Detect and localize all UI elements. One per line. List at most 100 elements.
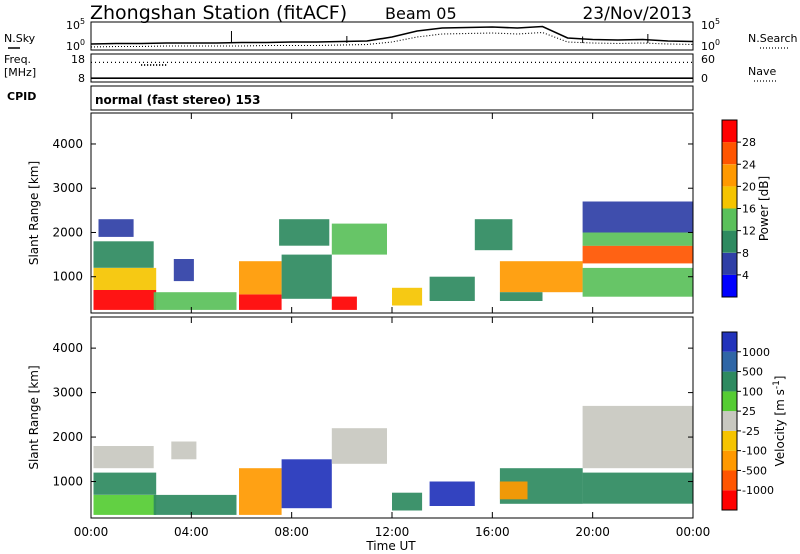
cpid-program: normal (fast stereo) 153 bbox=[95, 93, 261, 107]
noise-left-label: N.Sky bbox=[4, 32, 36, 45]
noise-left-tick-bottom: 100 bbox=[66, 38, 85, 53]
velocity-colorbar-swatch-1 bbox=[722, 490, 737, 510]
velocity-colorbar-label-5: -25 bbox=[742, 425, 760, 438]
power-scatter-region-21 bbox=[582, 201, 693, 233]
freq-right-tick-top: 60 bbox=[701, 53, 715, 66]
power-scatter-region-4 bbox=[98, 219, 134, 237]
freq-panel-frame bbox=[90, 53, 694, 83]
power-colorbar-swatch-6 bbox=[722, 164, 737, 187]
power-scatter-region-16 bbox=[499, 261, 583, 293]
power-scatter-region-6 bbox=[173, 259, 194, 282]
xtick-label-5: 16:00 bbox=[475, 525, 510, 539]
velocity-colorbar-swatch-8 bbox=[722, 351, 737, 372]
velocity-colorbar-swatch-9 bbox=[722, 332, 737, 352]
velocity-scatter-region-9 bbox=[392, 492, 423, 511]
xtick-label-4: 12:00 bbox=[375, 525, 410, 539]
velocity-scatter-region-3 bbox=[93, 446, 154, 469]
power-scatter-region-7 bbox=[239, 294, 282, 310]
velocity-colorbar-swatch-2 bbox=[722, 470, 737, 491]
xaxis-label: Time UT bbox=[365, 539, 416, 553]
power-scatter-region-3 bbox=[93, 241, 154, 268]
power-colorbar-label-3: 12 bbox=[742, 225, 756, 238]
power-scatter-region-14 bbox=[429, 276, 475, 301]
date-label: 23/Nov/2013 bbox=[582, 4, 692, 24]
nave-label: Nave bbox=[748, 65, 776, 78]
xtick-label-6: 20:00 bbox=[575, 525, 610, 539]
power-colorbar-label-6: 24 bbox=[742, 158, 756, 171]
xtick-label-7: 00:00 bbox=[676, 525, 711, 539]
velocity-colorbar-frame bbox=[721, 331, 738, 511]
velocity-scatter-region-1 bbox=[93, 494, 157, 515]
xtick-label-3: 08:00 bbox=[274, 525, 309, 539]
velocity-ytick-label-2: 2000 bbox=[52, 430, 83, 444]
power-scatter-region-11 bbox=[331, 296, 357, 310]
velocity-colorbar-label-8: -1000 bbox=[742, 484, 774, 497]
power-scatter-region-10 bbox=[279, 219, 330, 246]
power-colorbar-swatch-5 bbox=[722, 186, 737, 209]
velocity-colorbar-swatch-3 bbox=[722, 450, 737, 471]
noise-series-1 bbox=[90, 25, 694, 45]
power-colorbar-swatch-2 bbox=[722, 252, 737, 275]
velocity-scatter-region-6 bbox=[239, 468, 282, 515]
velocity-colorbar-label-6: -100 bbox=[742, 445, 767, 458]
cpid-panel-frame bbox=[90, 85, 694, 111]
power-ylabel: Slant Range [km] bbox=[27, 161, 41, 265]
velocity-scatter-region-8 bbox=[331, 428, 387, 464]
velocity-colorbar-swatch-6 bbox=[722, 391, 737, 412]
velocity-scatter-region-2 bbox=[93, 472, 157, 495]
velocity-scatter-region-5 bbox=[171, 441, 197, 460]
power-colorbar-label-4: 16 bbox=[742, 203, 756, 216]
velocity-scatter-region-7 bbox=[281, 459, 332, 509]
power-scatter-region-5 bbox=[153, 292, 237, 310]
power-ytick-label-2: 2000 bbox=[52, 225, 83, 239]
velocity-colorbar-title: Velocity [m s-1] bbox=[772, 376, 787, 467]
velocity-scatter-region-13 bbox=[582, 472, 693, 504]
noise-series-2 bbox=[90, 31, 694, 48]
velocity-ytick-label-3: 3000 bbox=[52, 386, 83, 400]
power-scatter-region-20 bbox=[582, 232, 693, 246]
velocity-ytick-label-4: 4000 bbox=[52, 341, 83, 355]
noise-left-tick-top: 105 bbox=[66, 17, 85, 32]
freq-left-tick-bottom: 8 bbox=[78, 72, 85, 85]
power-scatter-region-15 bbox=[474, 219, 513, 251]
velocity-scatter-region-10 bbox=[429, 481, 475, 506]
velocity-scatter-region-12 bbox=[499, 481, 528, 500]
power-scatter-region-8 bbox=[239, 261, 282, 295]
power-scatter-region-2 bbox=[93, 267, 157, 290]
velocity-colorbar-swatch-7 bbox=[722, 371, 737, 392]
power-colorbar-label-2: 8 bbox=[742, 247, 749, 260]
cpid-label: CPID bbox=[7, 90, 36, 103]
velocity-colorbar-label-1: 1000 bbox=[742, 346, 770, 359]
velocity-colorbar-swatch-5 bbox=[722, 411, 737, 431]
noise-right-label: N.Search bbox=[748, 32, 798, 45]
velocity-colorbar-label-2: 500 bbox=[742, 366, 763, 379]
power-scatter-region-17 bbox=[499, 292, 543, 301]
power-colorbar-swatch-7 bbox=[722, 142, 737, 165]
velocity-scatter-region-14 bbox=[582, 405, 693, 469]
freq-right-tick-bottom: 0 bbox=[701, 72, 708, 85]
velocity-colorbar-swatch-4 bbox=[722, 430, 737, 451]
station-title: Zhongshan Station (fitACF) bbox=[90, 2, 347, 24]
velocity-colorbar-label-4: 25 bbox=[742, 405, 756, 418]
power-ytick-label-4: 4000 bbox=[52, 137, 83, 151]
xtick-label-2: 04:00 bbox=[174, 525, 209, 539]
power-colorbar-swatch-4 bbox=[722, 208, 737, 231]
power-ytick-label-3: 3000 bbox=[52, 181, 83, 195]
noise-panel-frame bbox=[90, 21, 694, 51]
power-colorbar-swatch-8 bbox=[722, 120, 737, 143]
freq-left-tick-top: 18 bbox=[71, 53, 85, 66]
velocity-ylabel: Slant Range [km] bbox=[27, 365, 41, 469]
power-scatter-region-12 bbox=[331, 223, 387, 255]
power-scatter-region-9 bbox=[281, 254, 332, 299]
velocity-colorbar-label-7: -500 bbox=[742, 464, 767, 477]
freq-label-1: Freq. bbox=[4, 53, 31, 66]
power-colorbar-swatch-1 bbox=[722, 274, 737, 297]
freq-label-2: [MHz] bbox=[4, 66, 36, 79]
power-colorbar-label-1: 4 bbox=[742, 269, 749, 282]
velocity-ytick-label-1: 1000 bbox=[52, 475, 83, 489]
power-scatter-region-13 bbox=[392, 287, 423, 306]
noise-right-tick-top: 105 bbox=[701, 17, 720, 32]
power-colorbar-label-5: 20 bbox=[742, 180, 756, 193]
